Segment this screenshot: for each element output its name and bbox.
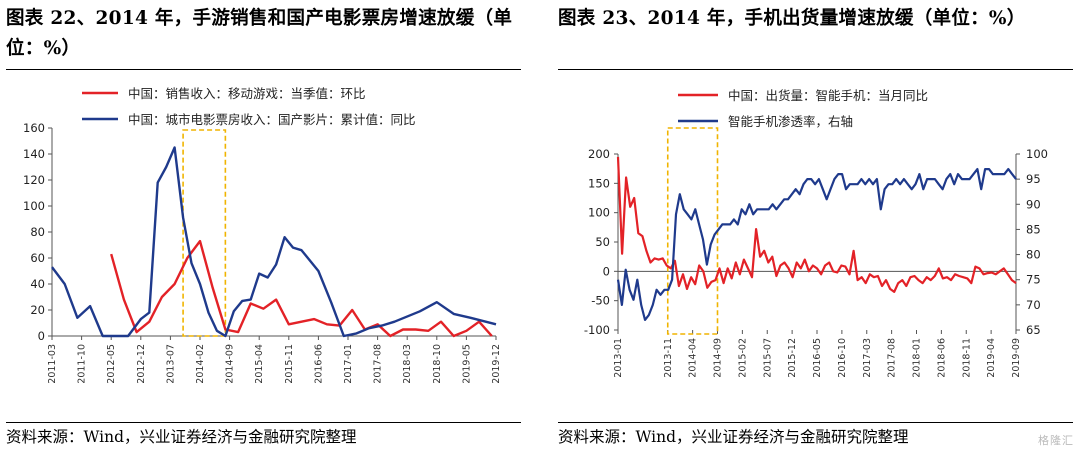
left-x-tick-label: 2011-03 [47,344,58,384]
right-left-y-tick-label: 0 [603,264,610,278]
right-source-note: 资料来源：Wind，兴业证券经济与金融研究院整理 [558,428,909,446]
right-x-tick-label: 2013-11 [663,338,674,378]
left-source-note: 资料来源：Wind，兴业证券经济与金融研究院整理 [6,428,357,446]
right-x-tick-label: 2019-09 [1011,338,1022,378]
left-figure-panel: 图表 22、2014 年，手游销售和国产电影票房增速放缓（单位：%） 0 20 40… [0,0,528,452]
left-x-tick-label: 2012-12 [136,344,147,384]
left-figure-title: 图表 22、2014 年，手游销售和国产电影票房增速放缓（单位：%） [6,8,513,59]
left-source-rule [6,422,521,423]
right-right-y-tick-label: 75 [1026,273,1041,287]
left-y-tick-label: 40 [30,277,45,291]
left-y-tick-label: 0 [38,329,45,343]
right-x-tick-label: 2016-05 [812,338,823,378]
left-legend-label-box-office: 中国：城市电影票房收入：国产影片：累计值：同比 [128,112,416,127]
left-x-tick-label: 2017-08 [373,344,384,384]
right-x-tick-label: 2017-03 [862,338,873,378]
right-legend-label-shipment: 中国：出货量：智能手机：当月同比 [728,88,928,103]
right-left-y-tick-label: -100 [584,323,610,337]
right-x-tick-label: 2016-10 [837,338,848,378]
right-x-tick-label: 2015-07 [762,338,773,378]
left-x-tick-label: 2011-10 [77,344,88,384]
left-title-rule [6,69,521,70]
left-y-tick-label: 140 [23,147,45,161]
right-x-tick-label: 2013-01 [613,338,624,378]
left-x-tick-label: 2015-04 [254,344,265,384]
left-x-tick-label: 2014-02 [195,344,206,384]
left-y-tick-label: 80 [30,225,45,239]
right-left-y-tick-label: 100 [588,206,610,220]
left-x-tick-label: 2014-09 [225,344,236,384]
right-right-y-tick-label: 90 [1026,197,1041,211]
left-y-tick-label: 100 [23,199,45,213]
left-x-tick-label: 2012-05 [106,344,117,384]
right-right-y-tick-label: 100 [1026,147,1048,161]
watermark-logo: 格隆汇 [1038,434,1074,447]
right-right-y-tick-label: 70 [1026,298,1041,312]
left-x-tick-label: 2019-12 [491,344,502,384]
right-left-y-tick-label: -50 [591,294,610,308]
right-x-tick-label: 2018-11 [961,338,972,378]
left-x-tick-label: 2018-10 [432,344,443,384]
right-right-y-tick-label: 80 [1026,248,1041,262]
right-right-y-tick-label: 65 [1026,323,1041,337]
right-x-tick-label: 2017-08 [887,338,898,378]
right-x-tick-label: 2018-01 [912,338,923,378]
left-series-box-office-line [51,146,497,338]
left-x-tick-label: 2017-01 [343,344,354,384]
right-x-tick-label: 2018-06 [936,338,947,378]
left-series-mobile-game-line [110,239,493,338]
right-x-tick-label: 2015-02 [737,338,748,378]
right-left-y-tick-label: 150 [588,176,610,190]
left-line-chart: 0 20 40 60 80 100 120 140 160 2011-03 2011-10 2012-… [23,86,502,384]
left-x-tick-label: 2018-03 [402,344,413,384]
right-x-tick-label: 2014-04 [688,338,699,378]
left-y-tick-label: 20 [30,303,45,317]
left-legend-label-mobile-game: 中国：销售收入：移动游戏：当季值：环比 [128,86,366,101]
left-highlight-box [182,129,227,337]
right-right-y-tick-label: 95 [1026,172,1041,186]
right-series-shipment-line [616,156,1017,293]
left-y-tick-label: 60 [30,251,45,265]
right-figure-panel: 图表 23、2014 年，手机出货量增速放缓（单位：%） -100 -50 0 50 1… [552,0,1080,452]
left-x-tick-label: 2016-06 [313,344,324,384]
left-y-tick-label: 120 [23,173,45,187]
right-left-y-tick-label: 50 [595,235,610,249]
right-x-tick-label: 2015-12 [787,338,798,378]
left-y-tick-label: 160 [23,121,45,135]
left-x-tick-label: 2019-05 [461,344,472,384]
right-x-tick-label: 2014-09 [713,338,724,378]
right-title-rule [558,69,1073,70]
left-x-tick-label: 2015-11 [284,344,295,384]
right-legend-label-penetration: 智能手机渗透率，右轴 [728,114,853,129]
right-line-chart: -100 -50 0 50 100 150 200 65 70 75 80 85 90 95 100 2013… [584,88,1048,378]
left-x-tick-label: 2013-07 [165,344,176,384]
right-x-tick-label: 2019-04 [986,338,997,378]
right-series-penetration-line [616,167,1017,321]
right-figure-title: 图表 23、2014 年，手机出货量增速放缓（单位：%） [558,8,1026,29]
right-source-rule [558,422,1073,423]
right-right-y-tick-label: 85 [1026,222,1041,236]
right-left-y-tick-label: 200 [588,147,610,161]
